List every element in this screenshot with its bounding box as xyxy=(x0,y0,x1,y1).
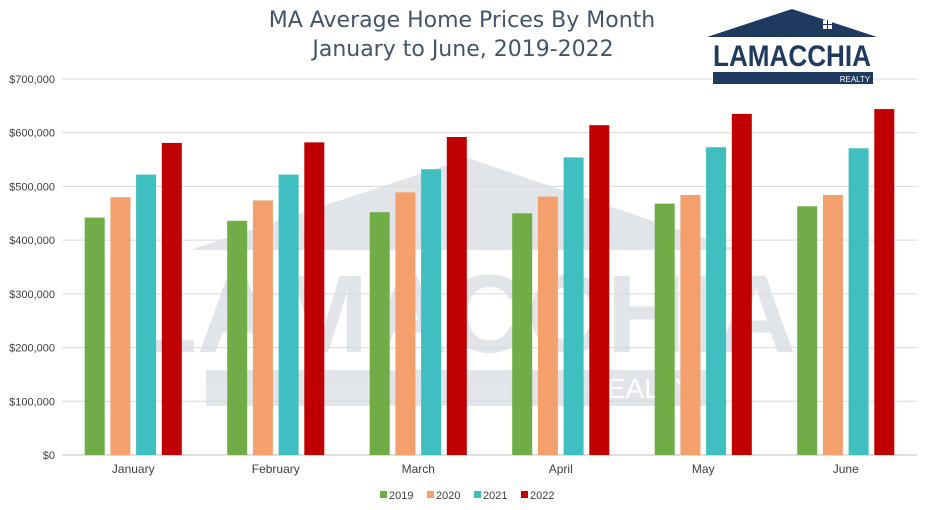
bar-2019-march xyxy=(369,212,390,455)
logo-roof xyxy=(707,9,877,37)
bars xyxy=(84,109,895,456)
y-tick-label: $600,000 xyxy=(9,128,55,140)
legend-swatch-2021 xyxy=(474,491,481,498)
x-tick-label: February xyxy=(252,462,300,476)
bar-2021-february xyxy=(278,174,299,455)
gridlines xyxy=(62,78,917,456)
bar-2019-february xyxy=(227,220,248,455)
logo-band xyxy=(713,72,873,84)
logo-subtext: REALTY xyxy=(840,75,871,84)
legend-swatch-2022 xyxy=(521,491,528,498)
chart-subtitle: January to June, 2019-2022 xyxy=(312,37,614,62)
bar-2020-may xyxy=(680,195,701,455)
x-tick-label: January xyxy=(112,462,155,476)
bar-2022-january xyxy=(161,142,182,456)
bar-2022-june xyxy=(874,109,895,455)
x-tick-label: March xyxy=(402,462,435,476)
legend: 2019 2020 2021 2022 xyxy=(380,490,554,502)
bar-2019-may xyxy=(654,203,675,455)
legend-label: 2019 xyxy=(389,490,413,502)
bar-2020-april xyxy=(537,196,558,456)
legend-label: 2022 xyxy=(530,490,554,502)
bar-2021-june xyxy=(848,148,869,455)
y-tick-label: $500,000 xyxy=(9,181,55,193)
bar-2021-april xyxy=(563,157,584,455)
bar-2020-january xyxy=(110,197,131,455)
x-axis-ticks: January February March April May June xyxy=(112,462,859,476)
bar-2019-april xyxy=(512,213,533,455)
bar-2020-february xyxy=(252,200,273,455)
bar-2021-january xyxy=(136,174,157,455)
bar-2022-march xyxy=(446,137,467,456)
y-tick-label: $300,000 xyxy=(9,289,55,301)
x-tick-label: June xyxy=(833,462,859,476)
logo-text: LAMACCHIA xyxy=(713,40,871,73)
chart-title: MA Average Home Prices By Month xyxy=(268,8,656,33)
legend-swatch-2020 xyxy=(427,491,434,498)
x-tick-label: April xyxy=(549,462,573,476)
bar-2022-april xyxy=(589,125,610,456)
legend-label: 2021 xyxy=(483,490,507,502)
bar-2021-may xyxy=(706,147,727,455)
bar-2020-march xyxy=(395,192,416,455)
y-tick-label: $200,000 xyxy=(9,343,55,355)
bar-2020-june xyxy=(822,195,843,455)
y-tick-label: $100,000 xyxy=(9,396,55,408)
bar-2022-february xyxy=(304,142,325,455)
legend-swatch-2019 xyxy=(380,491,387,498)
y-tick-label: $700,000 xyxy=(9,74,55,86)
y-tick-label: $0 xyxy=(43,450,55,462)
lamacchia-logo: LAMACCHIA REALTY xyxy=(707,9,877,84)
bar-2022-may xyxy=(731,113,752,456)
legend-label: 2020 xyxy=(436,490,460,502)
x-tick-label: May xyxy=(692,462,715,476)
y-tick-label: $400,000 xyxy=(9,235,55,247)
bar-2021-march xyxy=(421,169,442,456)
bar-2019-june xyxy=(797,206,818,455)
bar-2019-january xyxy=(84,217,105,455)
y-axis-ticks: $0 $100,000 $200,000 $300,000 $400,000 $500,0… xyxy=(9,74,55,462)
